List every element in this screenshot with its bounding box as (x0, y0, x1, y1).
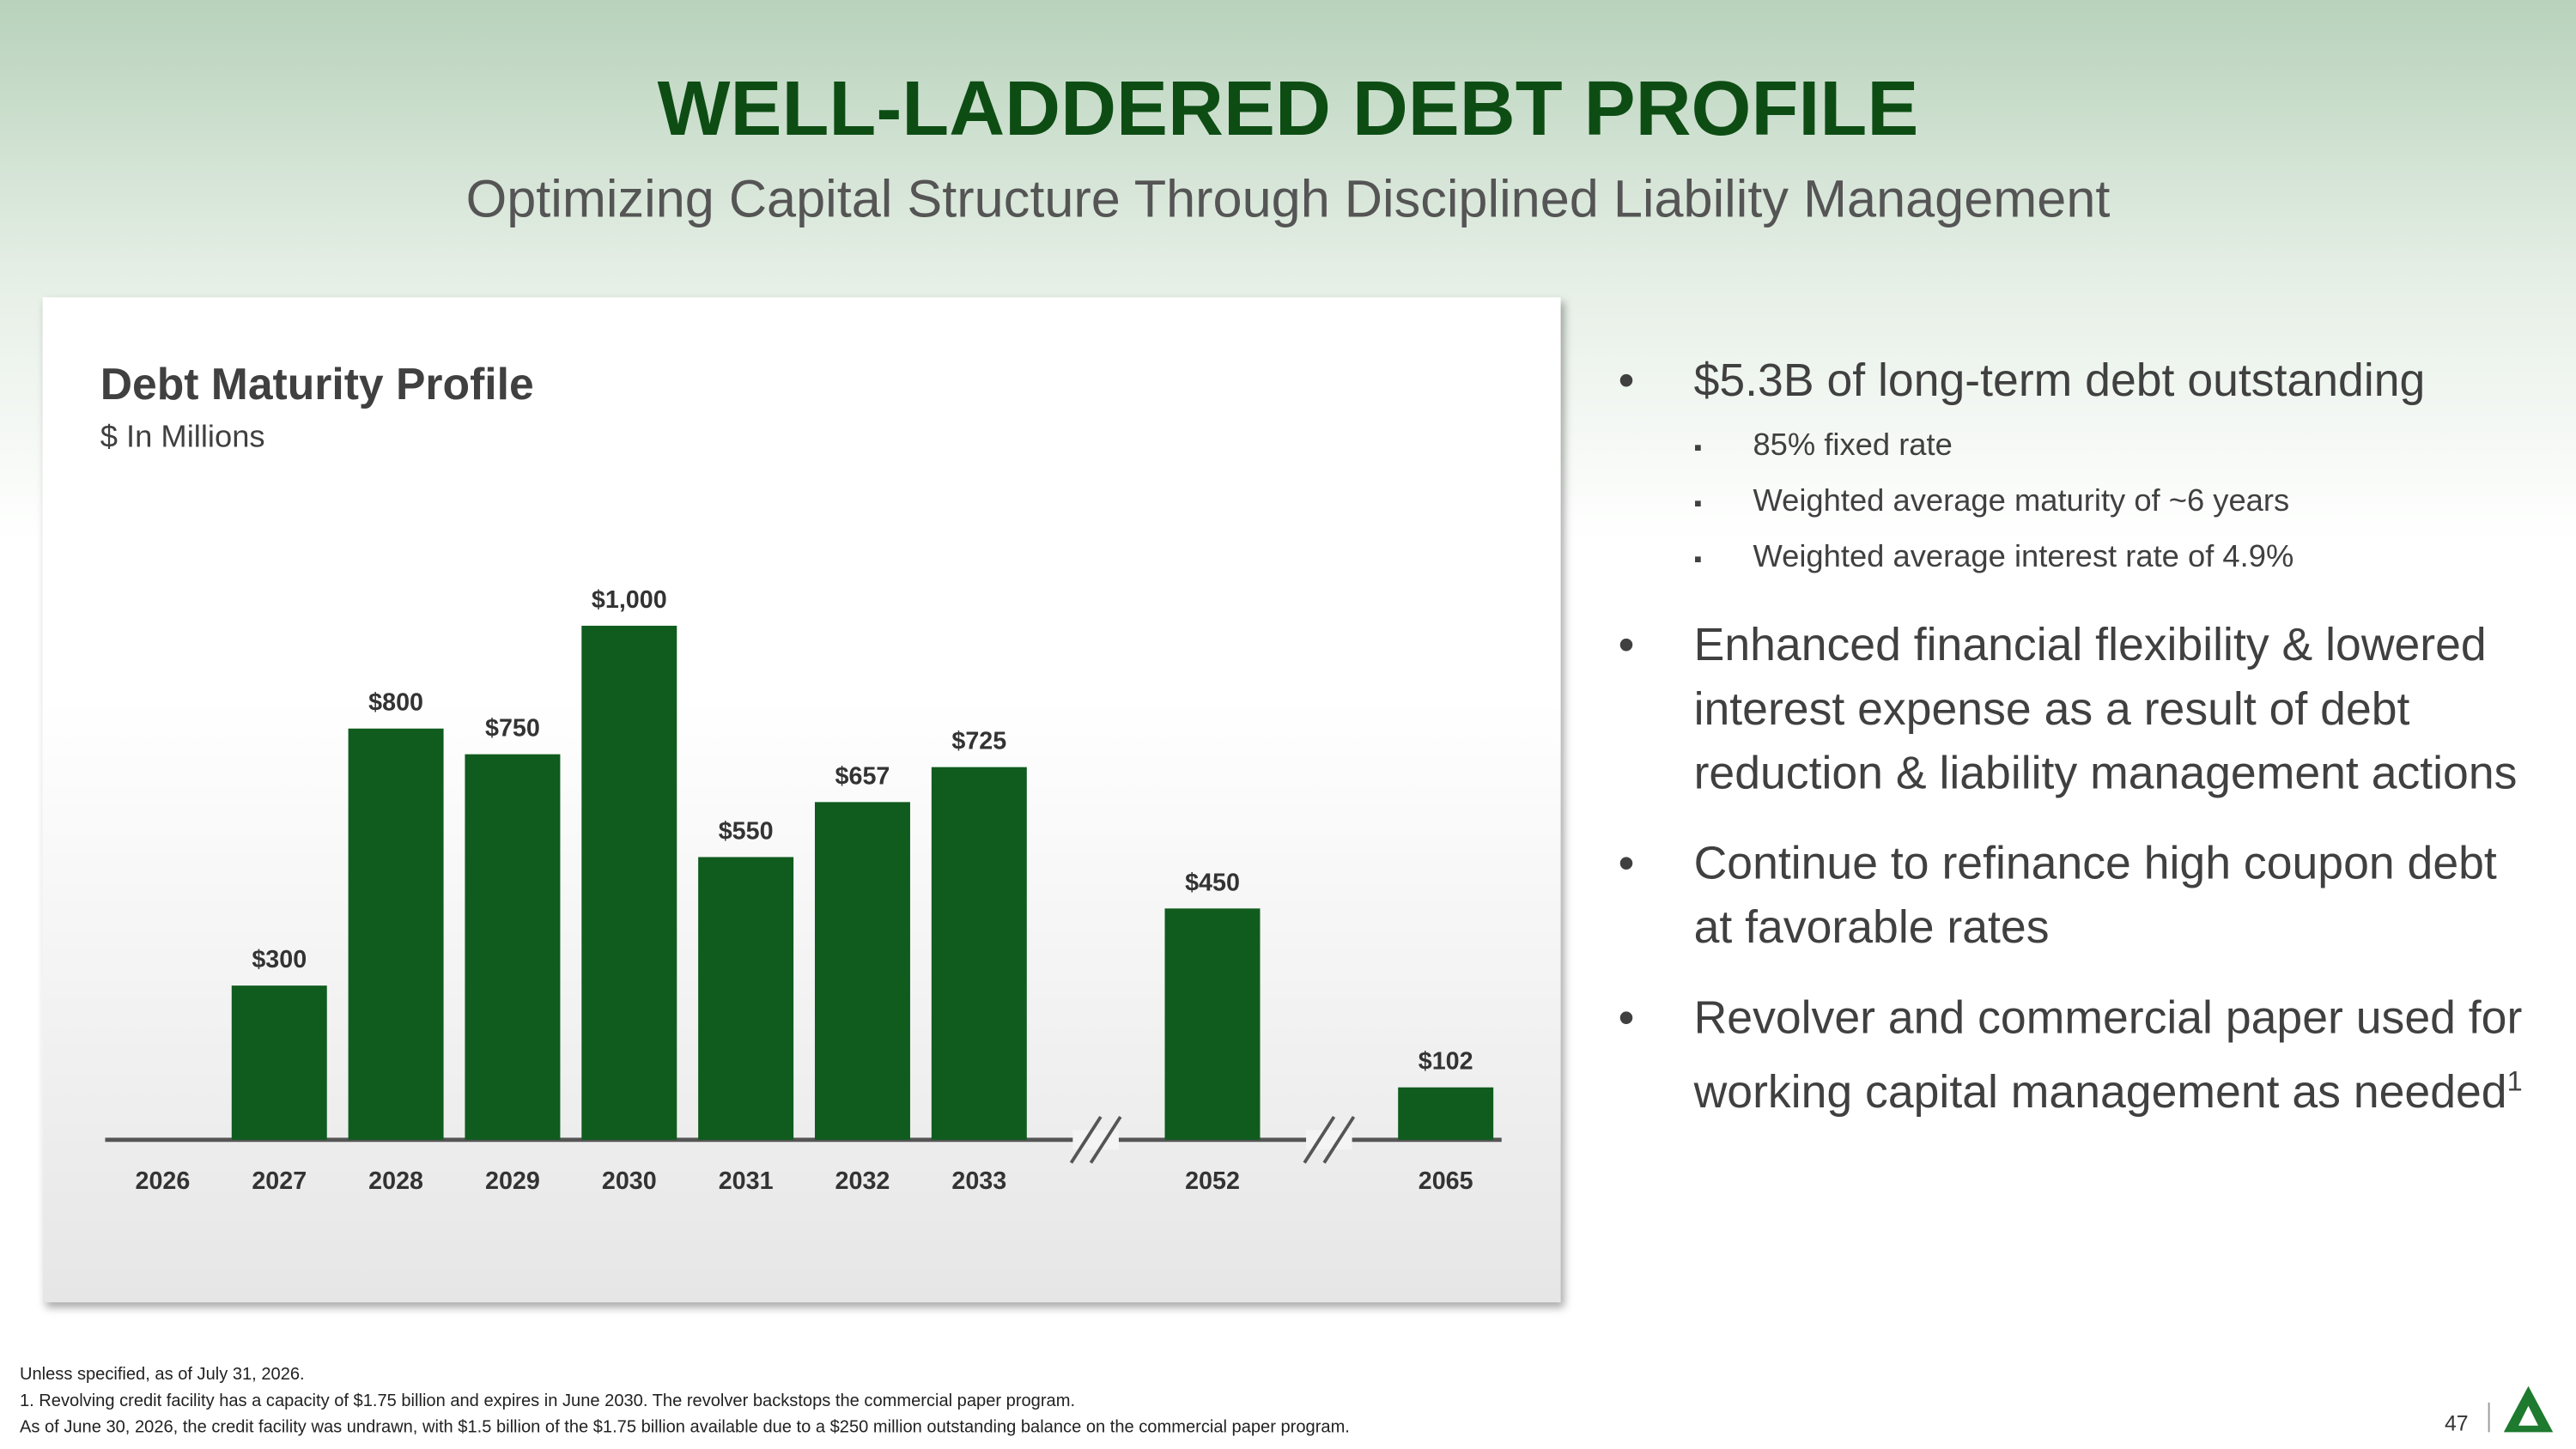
data-label: $450 (1185, 869, 1240, 896)
chart: Debt Maturity Profile $ In Millions 2026… (100, 359, 1502, 1195)
title: WELL-LADDERED DEBT PROFILE (657, 64, 1919, 152)
data-label: $750 (485, 715, 540, 743)
x-tick-label: 2029 (485, 1167, 540, 1195)
footnotes: Unless specified, as of July 31, 2026. 1.… (20, 1361, 1350, 1440)
sub-bullet: 85% fixed rate (1694, 419, 2538, 475)
bullet: Continue to refinance high coupon debt a… (1619, 831, 2538, 959)
axis-break (1089, 1115, 1122, 1164)
page-number: 47 (2444, 1410, 2469, 1436)
bar (465, 754, 561, 1140)
bar (1398, 1087, 1494, 1140)
axis-break (1069, 1115, 1103, 1164)
data-label: $300 (252, 946, 307, 973)
x-tick-label: 2031 (719, 1167, 774, 1195)
data-label: $657 (835, 762, 890, 790)
x-tick-label: 2026 (135, 1167, 190, 1195)
footnote-ref: 1 (2506, 1065, 2523, 1098)
logo (2488, 1385, 2554, 1433)
x-tick-label: 2027 (252, 1167, 307, 1195)
x-tick-label: 2052 (1185, 1167, 1240, 1195)
data-label: $725 (951, 728, 1006, 755)
x-tick-label: 2033 (951, 1167, 1006, 1195)
data-label: $800 (368, 689, 423, 717)
footnote: 1. Revolving credit facility has a capac… (19, 1391, 1076, 1411)
axis-break (1303, 1115, 1336, 1164)
axis-break (1322, 1115, 1356, 1164)
data-label: $1,000 (592, 586, 667, 614)
bar (931, 767, 1027, 1140)
x-tick-label: 2030 (602, 1167, 657, 1195)
bar (1164, 908, 1261, 1140)
bullet-text: $5.3B of long-term debt outstanding (1693, 355, 2426, 406)
bar (698, 857, 794, 1140)
bar (231, 985, 327, 1140)
logo-cut (2518, 1405, 2539, 1426)
sub-bullets: 85% fixed rateWeighted average maturity … (1619, 419, 2538, 586)
x-tick-label: 2065 (1419, 1167, 1473, 1195)
subtitle: Optimizing Capital Structure Through Dis… (465, 169, 2111, 228)
bullet: Revolver and commercial paper used for w… (1619, 985, 2538, 1124)
x-tick-label: 2028 (368, 1167, 423, 1195)
bar (581, 625, 677, 1140)
footnote: Unless specified, as of July 31, 2026. (19, 1364, 305, 1385)
chart-subtitle: $ In Millions (100, 418, 265, 453)
x-tick-label: 2032 (835, 1167, 890, 1195)
data-label: $102 (1419, 1048, 1473, 1076)
bar (814, 802, 910, 1140)
sub-bullet: Weighted average interest rate of 4.9% (1694, 530, 2538, 586)
bullet-text: Revolver and commercial paper used for w… (1693, 991, 2523, 1118)
bullet-text: Enhanced financial flexibility & lowered… (1693, 619, 2518, 798)
chart-title: Debt Maturity Profile (100, 359, 534, 409)
bar (348, 728, 444, 1140)
bullet: $5.3B of long-term debt outstanding 85% f… (1619, 349, 2538, 586)
bullet: Enhanced financial flexibility & lowered… (1619, 613, 2538, 805)
bullet-text: Continue to refinance high coupon debt a… (1693, 837, 2497, 953)
footnote: As of June 30, 2026, the credit facility… (19, 1417, 1350, 1438)
chart-panel: Debt Maturity Profile $ In Millions 2026… (42, 297, 1561, 1303)
data-label: $550 (719, 817, 774, 845)
sub-bullet: Weighted average maturity of ~6 years (1694, 475, 2538, 530)
bullet-list: $5.3B of long-term debt outstanding 85% f… (1619, 349, 2538, 1150)
